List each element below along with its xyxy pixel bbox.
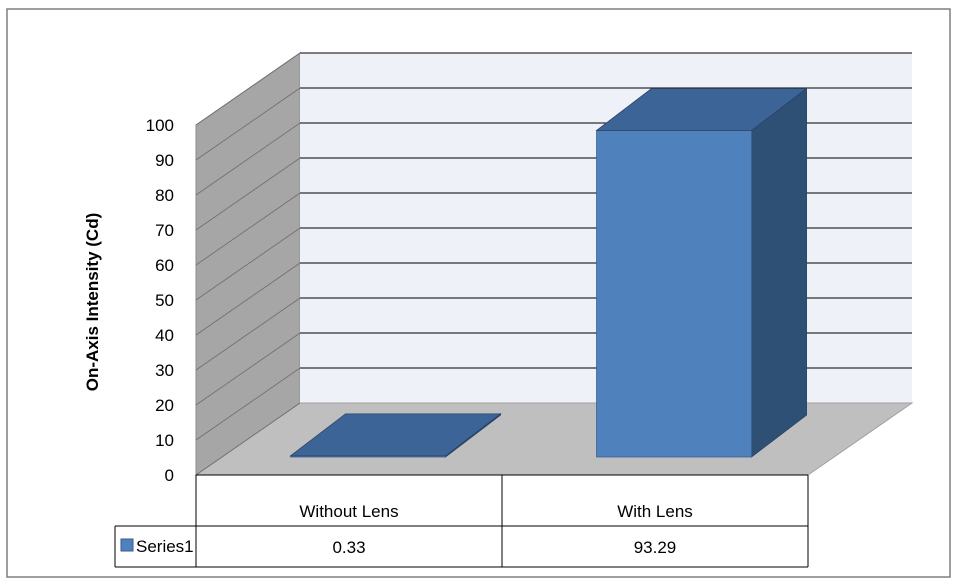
- x-tick-label: Without Lens: [299, 502, 398, 521]
- y-tick-label: 50: [155, 291, 174, 310]
- bar: [595, 87, 808, 458]
- side-gridline: [195, 227, 301, 301]
- bar-top: [289, 413, 502, 457]
- y-tick-label: 40: [155, 326, 174, 345]
- y-tick-label: 70: [155, 221, 174, 240]
- side-gridline: [195, 297, 301, 371]
- bar-side: [751, 87, 807, 458]
- legend-swatch: [120, 538, 134, 552]
- y-axis-title: On-Axis Intensity (Cd): [83, 213, 102, 392]
- bars: [289, 87, 808, 458]
- bar: [289, 413, 502, 458]
- y-tick-label: 90: [155, 151, 174, 170]
- y-tick-label: 80: [155, 186, 174, 205]
- data-label: 0.33: [332, 538, 365, 557]
- side-gridline: [195, 122, 301, 196]
- side-gridline: [195, 367, 301, 441]
- data-table: Without Lens With Lens Series1 0.33 93.29: [114, 474, 809, 568]
- bar-top: [595, 88, 808, 131]
- side-gridline: [195, 192, 301, 266]
- side-gridline: [195, 157, 301, 231]
- y-tick-label: 10: [155, 431, 174, 450]
- x-tick-label: With Lens: [617, 502, 693, 521]
- y-tick-label: 20: [155, 396, 174, 415]
- side-gridline: [195, 87, 301, 161]
- side-gridline: [195, 262, 301, 336]
- y-tick-label: 100: [146, 116, 174, 135]
- side-gridline: [195, 332, 301, 406]
- y-tick-label: 60: [155, 256, 174, 275]
- side-gridline: [195, 402, 301, 476]
- y-axis-ticks: 0 10 20 30 40 50 60 70 80 90 100: [146, 116, 174, 485]
- bar-front: [596, 130, 752, 458]
- side-gridline: [195, 52, 301, 126]
- y-tick-label: 30: [155, 361, 174, 380]
- legend-label: Series1: [136, 537, 194, 556]
- y-tick-label: 0: [165, 466, 174, 485]
- data-label: 93.29: [634, 538, 677, 557]
